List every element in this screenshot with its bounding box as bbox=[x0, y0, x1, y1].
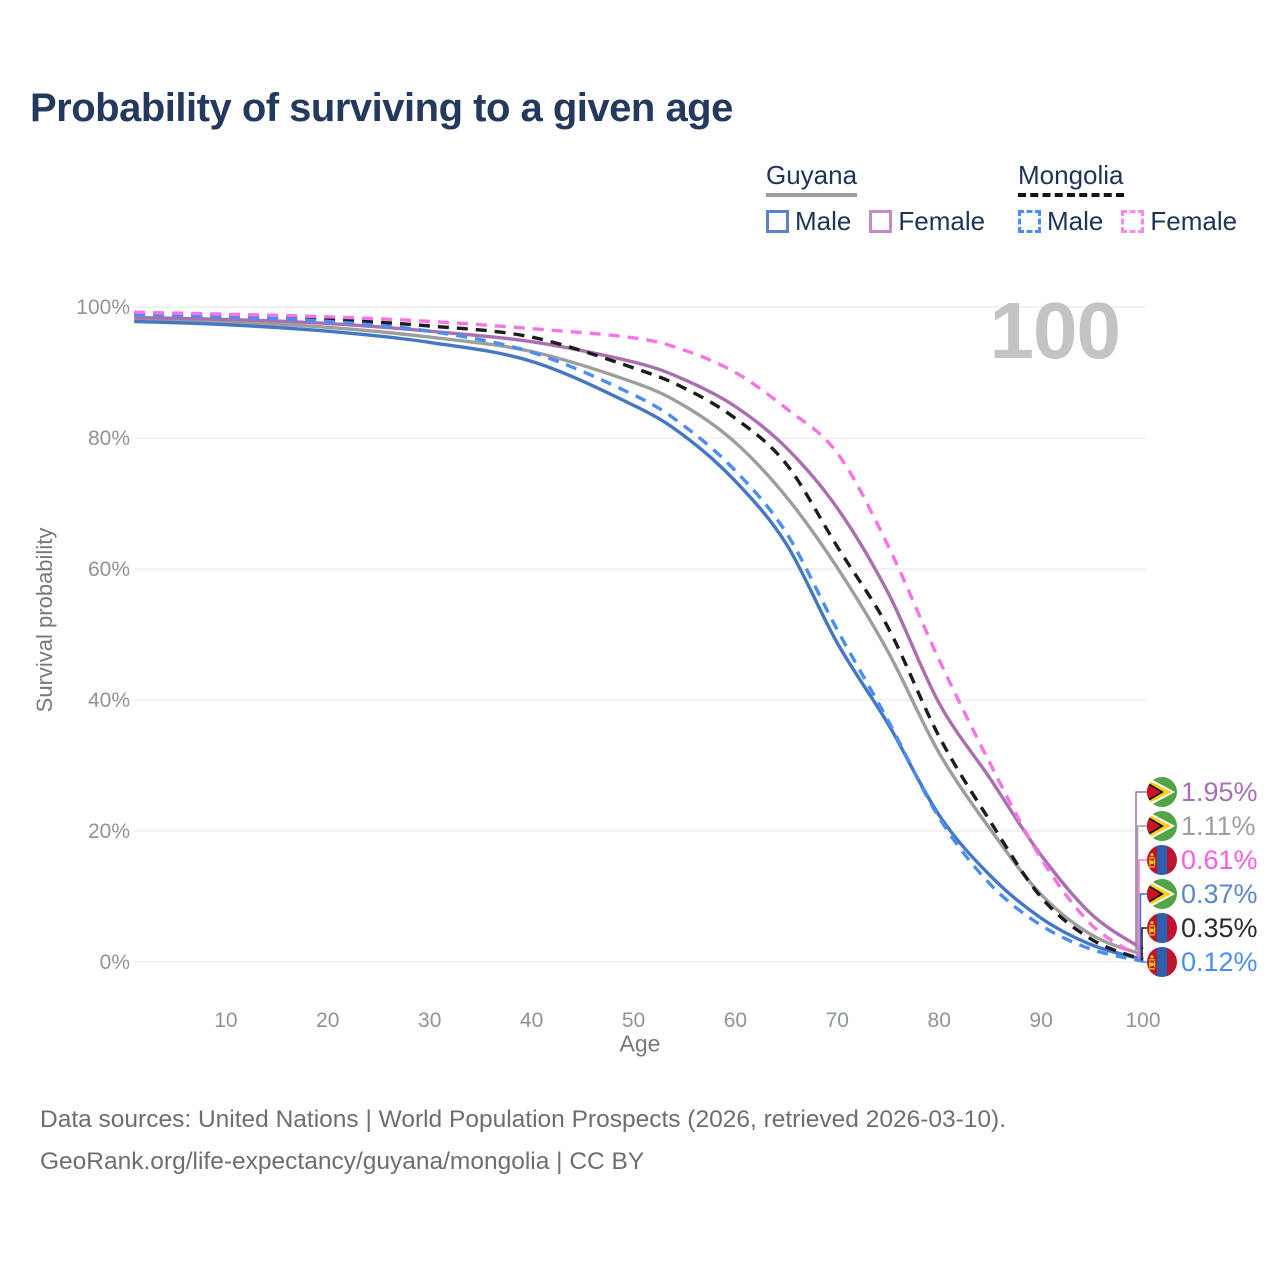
mongolia-flag-icon bbox=[1147, 947, 1177, 977]
legend-item-label: Male bbox=[795, 206, 852, 236]
legend-item-label: Female bbox=[1150, 206, 1238, 236]
end-value-label-guyana-female: 1.95% bbox=[1181, 777, 1258, 807]
legend-swatch-mongolia-male bbox=[1018, 210, 1041, 233]
legend-swatch-guyana-female bbox=[869, 210, 893, 233]
leader-line-mongolia-both-sexes bbox=[1141, 927, 1147, 961]
end-value-label-mongolia-female: 0.61% bbox=[1181, 845, 1258, 875]
legend-country-guyana: Guyana bbox=[766, 160, 858, 197]
x-tick-label: 10 bbox=[214, 1009, 237, 1032]
x-tick-label: 100 bbox=[1125, 1009, 1160, 1032]
data-sources-line: Data sources: United Nations | World Pop… bbox=[40, 1106, 1007, 1133]
y-tick-label: 100% bbox=[76, 296, 130, 319]
y-tick-label: 80% bbox=[88, 427, 130, 450]
guyana-flag-icon bbox=[1147, 811, 1177, 841]
mongolia-flag-icon bbox=[1147, 913, 1177, 943]
legend-item-mongolia-male: Male bbox=[1018, 206, 1103, 237]
x-axis-title: Age bbox=[619, 1030, 661, 1057]
legend-swatch-mongolia-female bbox=[1121, 210, 1145, 233]
attribution-line: GeoRank.org/life-expectancy/guyana/mongo… bbox=[40, 1148, 645, 1175]
legend-group-guyana: Guyana Male Female bbox=[766, 160, 985, 237]
end-value-label-mongolia-both-sexes: 0.35% bbox=[1181, 913, 1258, 943]
mongolia-flag-icon bbox=[1147, 845, 1177, 875]
legend-item-label: Male bbox=[1047, 206, 1104, 236]
x-tick-label: 70 bbox=[826, 1009, 849, 1032]
legend-items-guyana: Male Female bbox=[766, 206, 985, 237]
x-tick-label: 20 bbox=[316, 1009, 339, 1032]
y-tick-label: 60% bbox=[88, 558, 130, 581]
series-line-mongolia-both-sexes bbox=[134, 311, 1144, 962]
y-tick-label: 20% bbox=[88, 820, 130, 843]
x-tick-label: 30 bbox=[418, 1009, 441, 1032]
series-line-guyana-female bbox=[134, 315, 1144, 951]
legend-country-mongolia: Mongolia bbox=[1018, 160, 1124, 197]
legend-items-mongolia: Male Female bbox=[1018, 206, 1237, 237]
legend-item-guyana-male: Male bbox=[766, 206, 851, 237]
x-tick-label: 90 bbox=[1029, 1009, 1052, 1032]
legend-item-label: Female bbox=[898, 206, 986, 236]
x-tick-label: 80 bbox=[928, 1009, 951, 1032]
legend-swatch-guyana-male bbox=[766, 210, 789, 233]
end-value-label-guyana-both-sexes: 1.11% bbox=[1181, 811, 1256, 841]
x-tick-label: 60 bbox=[724, 1009, 747, 1032]
legend-item-guyana-female: Female bbox=[869, 206, 985, 237]
series-line-mongolia-female bbox=[134, 310, 1144, 960]
age-watermark: 100 bbox=[989, 286, 1121, 375]
chart-title: Probability of surviving to a given age bbox=[30, 86, 733, 130]
end-value-label-mongolia-male: 0.12% bbox=[1181, 947, 1258, 977]
end-value-label-guyana-male: 0.37% bbox=[1181, 879, 1258, 909]
legend-item-mongolia-female: Female bbox=[1121, 206, 1237, 237]
guyana-flag-icon bbox=[1147, 879, 1177, 909]
guyana-flag-icon bbox=[1147, 777, 1177, 807]
y-tick-label: 0% bbox=[100, 951, 130, 974]
leader-line-mongolia-male bbox=[1142, 960, 1147, 963]
x-tick-label: 50 bbox=[622, 1009, 645, 1032]
y-axis-title: Survival probability bbox=[32, 527, 57, 713]
series-line-guyana-both-sexes bbox=[134, 317, 1144, 957]
legend-group-mongolia: Mongolia Male Female bbox=[1018, 160, 1237, 237]
series-line-mongolia-male bbox=[134, 312, 1144, 963]
x-tick-label: 40 bbox=[520, 1009, 543, 1032]
y-tick-label: 40% bbox=[88, 689, 130, 712]
series-line-guyana-male bbox=[134, 319, 1144, 962]
